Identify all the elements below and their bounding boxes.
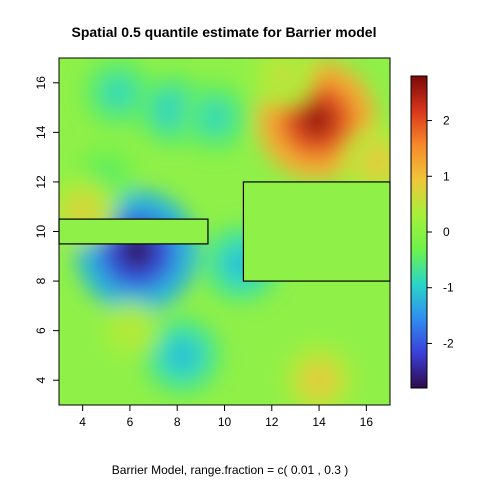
x-tick-label: 14	[312, 415, 326, 429]
colorbar	[410, 75, 428, 389]
x-tick-label: 12	[265, 415, 279, 429]
barrier-fills	[59, 181, 390, 282]
colorbar-tick-label: 0	[443, 225, 450, 239]
colorbar-tick-label: 2	[443, 114, 450, 128]
x-tick-label: 4	[79, 415, 86, 429]
field-peak	[252, 58, 315, 107]
y-tick-label: 12	[34, 175, 48, 189]
chart-subtitle: Barrier Model, range.fraction = c( 0.01 …	[112, 463, 348, 477]
x-tick-label: 16	[360, 415, 374, 429]
y-tick-label: 14	[34, 125, 48, 139]
colorbar-tick-label: 1	[443, 169, 450, 183]
field-peak	[100, 301, 160, 361]
y-tick-label: 16	[34, 76, 48, 90]
x-axis: 4 6 8 10 12 14 16	[79, 405, 373, 429]
y-axis: 4 6 8 10 12 14 16	[34, 76, 59, 384]
x-tick-label: 6	[127, 415, 134, 429]
heatmap-field	[59, 58, 390, 405]
field-peak	[179, 82, 251, 153]
colorbar-tick-label: -2	[443, 336, 454, 350]
barrier-region	[59, 219, 208, 244]
field-peak	[142, 315, 222, 396]
y-tick-label: 6	[34, 327, 48, 334]
y-tick-label: 8	[34, 277, 48, 284]
x-tick-label: 8	[174, 415, 181, 429]
field-peak	[82, 58, 154, 128]
colorbar-axis: 2 1 0 -1 -2	[427, 114, 454, 350]
x-tick-label: 10	[218, 415, 232, 429]
y-tick-label: 4	[34, 377, 48, 384]
chart-title: Spatial 0.5 quantile estimate for Barrie…	[72, 24, 377, 40]
field-peak	[76, 144, 136, 205]
field-peak	[283, 344, 355, 405]
barrier-region	[243, 181, 390, 282]
y-tick-label: 10	[34, 225, 48, 239]
field-peak	[342, 126, 390, 198]
colorbar-tick-label: -1	[443, 281, 454, 295]
